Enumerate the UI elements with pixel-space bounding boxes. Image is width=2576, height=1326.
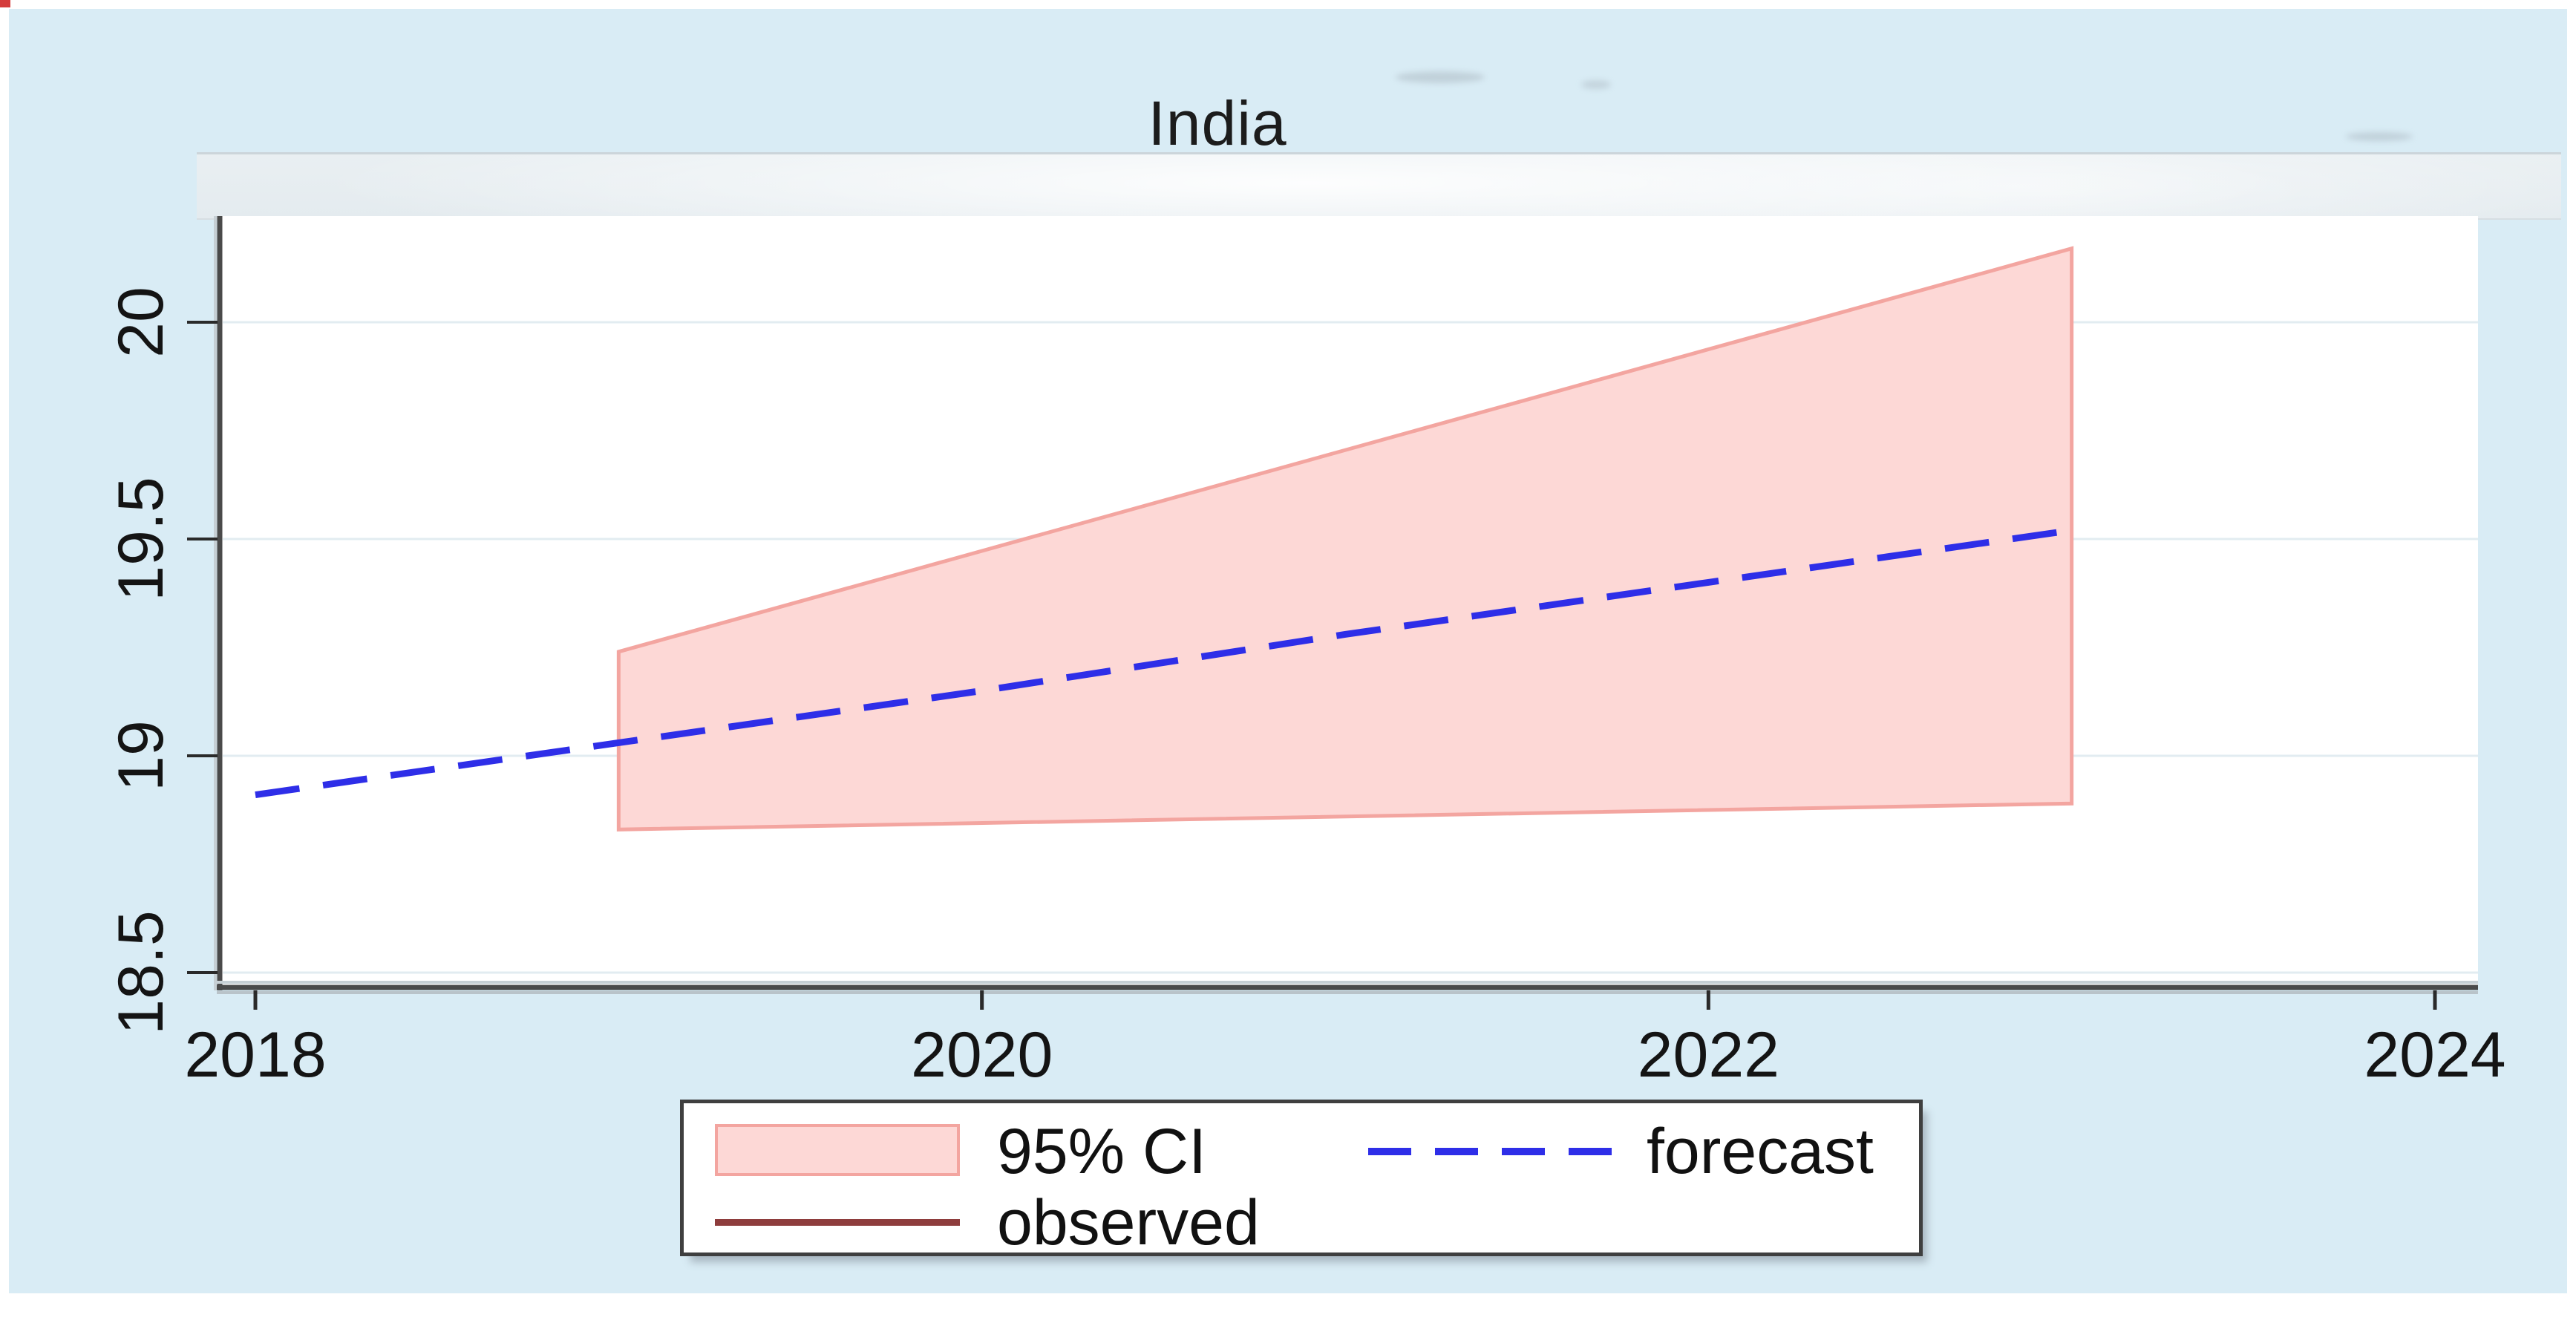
screen-artifact-red-dot <box>0 0 10 7</box>
legend: 95% CI forecast observed <box>680 1100 1923 1256</box>
blur-artifact <box>2346 132 2413 141</box>
y-tick-label: 20 <box>105 287 177 358</box>
y-tick-label: 19.5 <box>105 477 177 601</box>
blur-artifact <box>1396 71 1485 83</box>
plot-area <box>220 216 2478 988</box>
x-tick-label: 2022 <box>1637 1019 1779 1091</box>
y-tick-label: 18.5 <box>105 910 177 1035</box>
legend-observed-swatch <box>715 1219 960 1226</box>
legend-ci-swatch <box>715 1124 960 1176</box>
blur-artifact <box>1581 80 1611 89</box>
erased-subtitle-band <box>197 152 2561 220</box>
x-tick-label: 2024 <box>2364 1019 2506 1091</box>
chart-title: India <box>1148 88 1287 158</box>
legend-ci-label: 95% CI <box>997 1116 1207 1187</box>
legend-observed-label: observed <box>997 1187 1260 1258</box>
x-tick-label: 2020 <box>910 1019 1053 1091</box>
legend-forecast-swatch <box>1368 1148 1613 1155</box>
x-tick-label: 2018 <box>184 1019 327 1091</box>
y-tick-label: 19 <box>105 720 177 791</box>
legend-forecast-label: forecast <box>1647 1116 1874 1187</box>
